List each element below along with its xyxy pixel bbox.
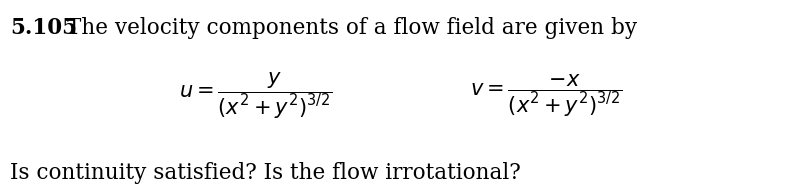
Text: $u = \dfrac{y}{(x^2+y^2)^{3/2}}$: $u = \dfrac{y}{(x^2+y^2)^{3/2}}$ [179, 71, 332, 121]
Text: Is continuity satisfied? Is the flow irrotational?: Is continuity satisfied? Is the flow irr… [10, 162, 521, 184]
Text: The velocity components of a flow field are given by: The velocity components of a flow field … [67, 17, 637, 39]
Text: 5.105: 5.105 [10, 17, 77, 39]
Text: $v = \dfrac{-x}{(x^2+y^2)^{3/2}}$: $v = \dfrac{-x}{(x^2+y^2)^{3/2}}$ [470, 73, 623, 119]
